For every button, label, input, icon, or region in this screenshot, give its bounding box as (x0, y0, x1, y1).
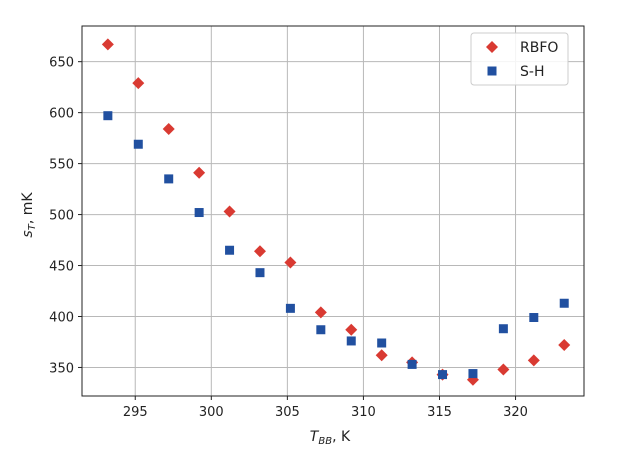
legend: RBFO S-H (470, 32, 569, 86)
data-point-s-h (316, 325, 326, 335)
plot-frame (81, 25, 585, 397)
y-axis-label-main: s (20, 230, 36, 237)
data-point-rbfo (527, 354, 540, 367)
x-axis-label-suffix: , K (332, 429, 351, 445)
legend-marker-s-h (487, 66, 497, 76)
data-point-s-h (559, 298, 569, 308)
y-tick-label: 400 (49, 310, 74, 325)
y-axis-label-suffix: , mK (20, 192, 36, 225)
data-point-s-h (407, 359, 417, 369)
data-point-rbfo (284, 256, 297, 269)
x-axis-ticks: 295 300 305 310 315 320 (123, 396, 528, 420)
legend-marker-rbfo (486, 41, 498, 53)
data-point-s-h (529, 313, 539, 323)
data-point-s-h (255, 268, 265, 278)
grid-lines (82, 26, 584, 396)
x-tick-label: 300 (199, 405, 224, 420)
y-tick-label: 350 (49, 361, 74, 376)
x-axis-label: TBB, K (310, 429, 351, 447)
y-axis-label: sT, mK (20, 192, 38, 238)
data-point-rbfo (132, 77, 145, 90)
y-axis-ticks: 350 400 450 500 550 600 650 (49, 56, 82, 376)
data-point-rbfo (558, 339, 571, 352)
x-axis-label-sub: BB (318, 436, 332, 447)
data-point-rbfo (223, 205, 236, 218)
y-tick-label: 600 (49, 107, 74, 122)
data-point-rbfo (497, 363, 510, 376)
data-point-s-h (438, 370, 448, 380)
x-tick-label: 295 (123, 405, 148, 420)
data-point-rbfo (101, 38, 114, 51)
x-tick-label: 305 (275, 405, 300, 420)
x-tick-label: 320 (503, 405, 528, 420)
data-point-s-h (133, 139, 143, 149)
x-axis-label-main: T (310, 429, 320, 445)
data-point-s-h (103, 111, 113, 121)
x-tick-label: 310 (351, 405, 376, 420)
y-tick-label: 550 (49, 158, 74, 173)
data-point-s-h (377, 338, 387, 348)
data-point-s-h (285, 303, 295, 313)
data-point-s-h (468, 369, 478, 379)
y-tick-label: 650 (49, 56, 74, 71)
data-point-rbfo (253, 245, 266, 258)
x-tick-label: 315 (427, 405, 452, 420)
data-markers (101, 38, 571, 386)
data-point-s-h (498, 324, 508, 334)
data-point-s-h (194, 208, 204, 218)
data-point-rbfo (193, 166, 206, 179)
data-point-rbfo (345, 323, 358, 336)
y-tick-label: 450 (49, 260, 74, 275)
legend-label-s-h: S-H (520, 64, 544, 80)
y-tick-label: 500 (49, 209, 74, 224)
data-point-rbfo (314, 306, 327, 319)
data-point-s-h (164, 174, 174, 184)
data-point-s-h (346, 336, 356, 346)
data-point-s-h (225, 245, 235, 255)
y-axis-label-sub: T (27, 223, 38, 230)
data-point-rbfo (162, 122, 175, 135)
legend-label-rbfo: RBFO (520, 40, 558, 56)
data-point-rbfo (375, 349, 388, 362)
